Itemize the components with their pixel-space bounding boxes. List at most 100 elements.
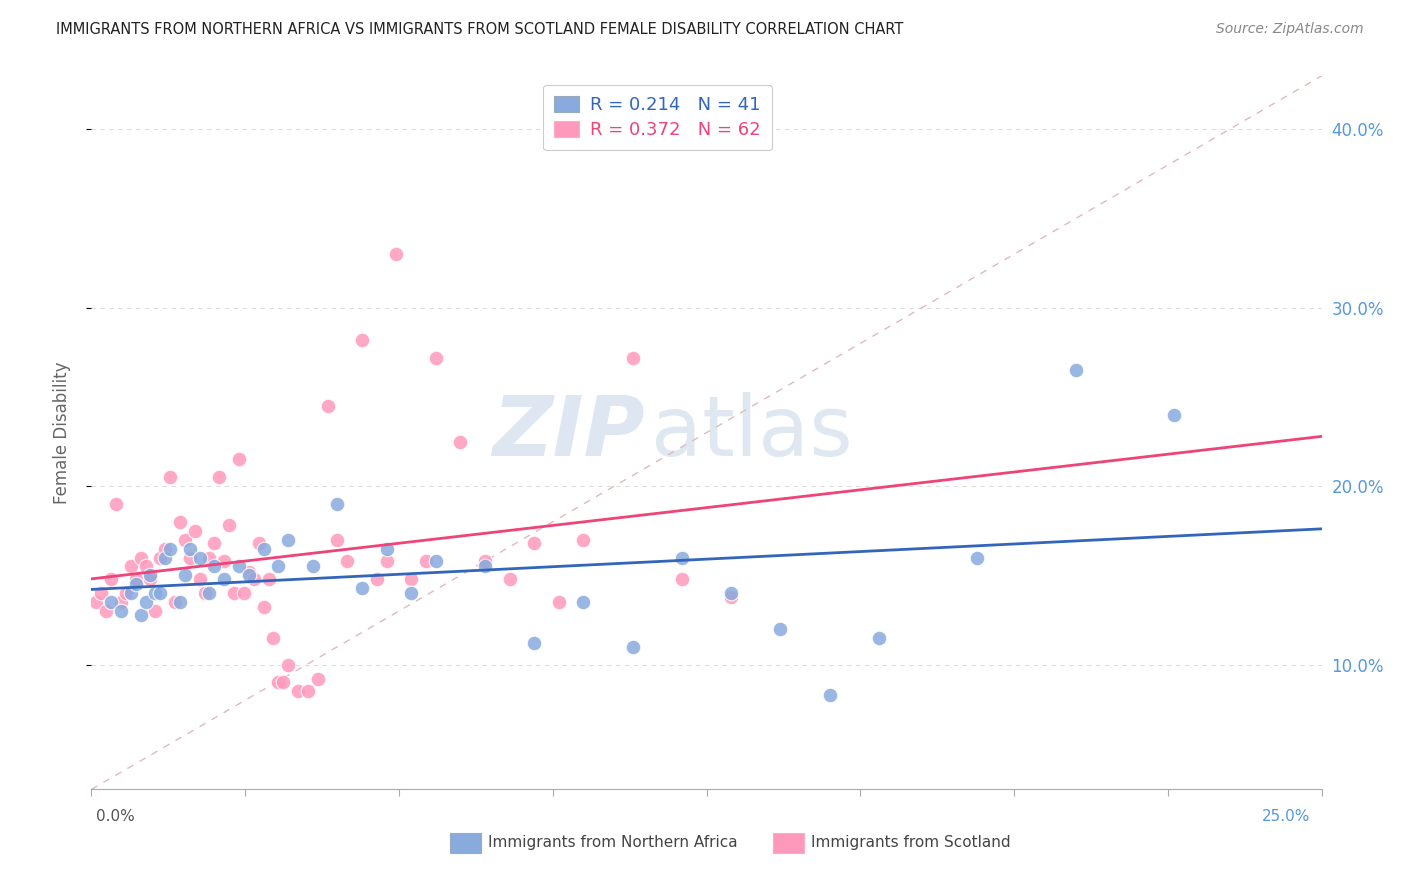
Point: [253, 541, 276, 556]
Point: [100, 595, 122, 609]
Text: IMMIGRANTS FROM NORTHERN AFRICA VS IMMIGRANTS FROM SCOTLAND FEMALE DISABILITY CO: IMMIGRANTS FROM NORTHERN AFRICA VS IMMIG…: [56, 22, 904, 37]
Text: Immigrants from Northern Africa: Immigrants from Northern Africa: [488, 836, 738, 850]
Point: [169, 515, 191, 529]
Point: [202, 559, 225, 574]
Point: [621, 351, 644, 365]
Point: [242, 572, 264, 586]
Point: [301, 559, 323, 574]
Point: [179, 550, 201, 565]
Point: [474, 559, 496, 574]
Point: [145, 586, 166, 600]
Point: [277, 533, 299, 547]
Point: [135, 559, 156, 574]
Point: [238, 568, 260, 582]
Point: [163, 595, 186, 609]
Point: [174, 533, 197, 547]
Point: [868, 631, 890, 645]
Point: [375, 554, 398, 568]
Text: Immigrants from Scotland: Immigrants from Scotland: [811, 836, 1011, 850]
Point: [96, 604, 117, 618]
Point: [90, 586, 112, 600]
Point: [425, 554, 447, 568]
Point: [352, 333, 374, 347]
Text: 0.0%: 0.0%: [96, 809, 135, 824]
Point: [183, 524, 207, 538]
Point: [547, 595, 569, 609]
Point: [498, 572, 520, 586]
Point: [720, 586, 742, 600]
Point: [818, 688, 841, 702]
Point: [153, 550, 177, 565]
Point: [253, 600, 276, 615]
Point: [188, 572, 211, 586]
Point: [208, 470, 231, 484]
Point: [671, 550, 693, 565]
Point: [149, 550, 172, 565]
Point: [159, 541, 181, 556]
Point: [326, 497, 349, 511]
Point: [257, 572, 280, 586]
Point: [425, 351, 447, 365]
Legend: R = 0.214   N = 41, R = 0.372   N = 62: R = 0.214 N = 41, R = 0.372 N = 62: [543, 85, 772, 150]
Point: [415, 554, 437, 568]
Point: [1163, 408, 1185, 422]
Point: [277, 657, 299, 672]
Point: [129, 550, 152, 565]
Point: [572, 595, 595, 609]
Point: [523, 636, 546, 650]
Point: [671, 572, 693, 586]
Point: [100, 572, 122, 586]
Point: [307, 672, 329, 686]
Point: [120, 586, 142, 600]
Point: [385, 247, 408, 261]
Point: [198, 586, 221, 600]
Text: 25.0%: 25.0%: [1263, 809, 1310, 824]
Point: [366, 572, 388, 586]
Point: [135, 595, 156, 609]
Point: [228, 559, 250, 574]
Point: [523, 536, 546, 550]
Point: [247, 536, 270, 550]
Point: [129, 607, 152, 622]
Point: [105, 497, 127, 511]
Point: [352, 581, 374, 595]
Point: [110, 604, 132, 618]
Point: [218, 518, 240, 533]
Point: [267, 559, 290, 574]
Y-axis label: Female Disability: Female Disability: [52, 361, 70, 504]
Point: [966, 550, 988, 565]
Text: ZIP: ZIP: [492, 392, 645, 473]
Point: [399, 586, 422, 600]
Point: [149, 586, 172, 600]
Point: [316, 399, 339, 413]
Point: [399, 572, 422, 586]
Point: [124, 572, 146, 586]
Point: [232, 586, 256, 600]
Point: [474, 554, 496, 568]
Point: [198, 550, 221, 565]
Point: [271, 675, 295, 690]
Point: [212, 554, 235, 568]
Point: [139, 568, 162, 582]
Point: [139, 572, 162, 586]
Point: [145, 604, 166, 618]
Point: [720, 590, 742, 604]
Point: [621, 640, 644, 654]
Point: [238, 565, 260, 579]
Point: [262, 631, 284, 645]
Point: [449, 434, 471, 449]
Point: [153, 541, 177, 556]
Point: [212, 572, 235, 586]
Point: [1064, 363, 1087, 377]
Point: [769, 622, 792, 636]
Point: [202, 536, 225, 550]
Point: [193, 586, 217, 600]
Point: [124, 577, 146, 591]
Point: [375, 541, 398, 556]
Point: [86, 595, 108, 609]
Point: [326, 533, 349, 547]
Point: [228, 452, 250, 467]
Text: Source: ZipAtlas.com: Source: ZipAtlas.com: [1216, 22, 1364, 37]
Point: [572, 533, 595, 547]
Point: [169, 595, 191, 609]
